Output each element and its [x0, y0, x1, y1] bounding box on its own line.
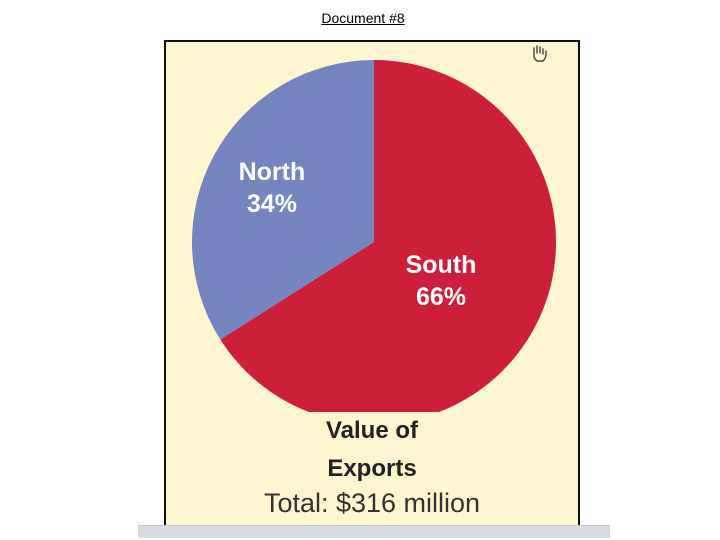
- bottom-scrollbar[interactable]: [138, 525, 610, 538]
- pie-chart: North 34% South 66%: [192, 60, 556, 412]
- chart-title-line-1: Value of: [325, 417, 419, 444]
- slice-value-north: 34%: [247, 190, 297, 218]
- pie-slice-north: [192, 60, 374, 340]
- pie-chart-figure: North 34% South 66% Value of Exports Total:…: [164, 40, 580, 526]
- slice-label-north: North: [239, 158, 306, 186]
- chart-title-line-2: Exports: [327, 455, 417, 482]
- slice-label-south: South: [406, 251, 477, 279]
- pie-slice-south: [220, 60, 556, 412]
- chart-subtitle-total: Total: $316 million: [263, 488, 481, 518]
- slice-value-south: 66%: [416, 283, 466, 311]
- chart-title: Value of Exports: [166, 412, 578, 488]
- hand-pointer-icon: [533, 45, 547, 62]
- document-label: Document #8: [321, 10, 405, 26]
